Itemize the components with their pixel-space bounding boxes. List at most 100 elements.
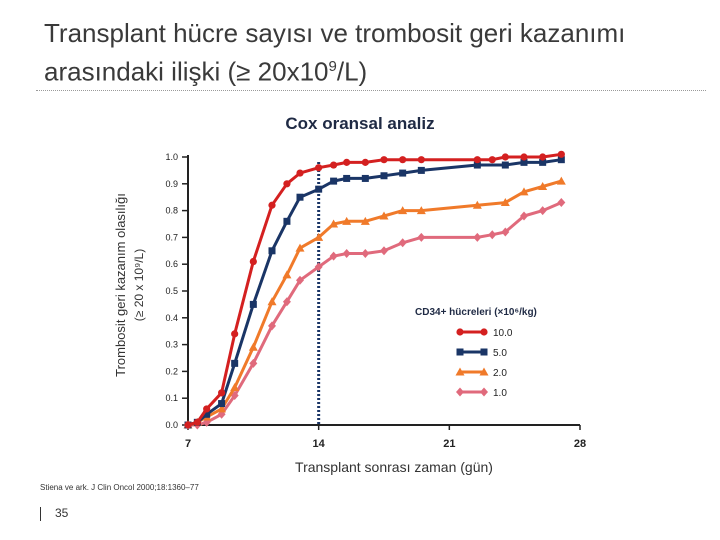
y-tick-label: 0.1 (165, 393, 178, 403)
data-point-5-0 (520, 158, 528, 166)
data-point-5-0 (218, 400, 226, 408)
legend-marker-1-0 (480, 387, 488, 397)
y-tick-label: 0.0 (165, 420, 178, 430)
series-line-10-0 (187, 152, 562, 427)
data-point-10-0 (361, 158, 369, 166)
data-point-5-0 (231, 359, 239, 367)
data-point-10-0 (343, 158, 351, 166)
data-point-5-0 (473, 161, 481, 169)
data-point-2-0 (416, 206, 426, 215)
title-line-2: arasındaki ilişki (≥ 20x109/L) (44, 50, 704, 89)
title-divider (36, 90, 706, 91)
title-line-2-prefix: arasındaki ilişki (≥ 20x10 (44, 56, 329, 87)
data-point-1-0 (538, 206, 547, 216)
legend-marker-5-0 (456, 348, 464, 356)
data-point-10-0 (380, 156, 388, 164)
data-point-10-0 (501, 153, 509, 161)
x-tick-label: 28 (574, 438, 586, 450)
data-point-5-0 (343, 174, 351, 182)
data-point-5-0 (268, 247, 276, 255)
y-axis-label-line1: Trombosit geri kazanım olasılığı (113, 193, 128, 377)
data-point-10-0 (520, 153, 528, 161)
data-point-1-0 (249, 358, 258, 368)
data-point-5-0 (283, 217, 291, 225)
legend-label-10-0: 10.0 (493, 328, 513, 339)
data-point-5-0 (361, 174, 369, 182)
x-axis-label: Transplant sonrası zaman (gün) (295, 459, 493, 475)
data-point-1-0 (557, 198, 566, 208)
data-point-10-0 (315, 164, 323, 172)
data-point-2-0 (267, 297, 277, 306)
data-point-10-0 (268, 201, 276, 209)
data-point-5-0 (203, 410, 211, 418)
data-point-1-0 (520, 211, 528, 221)
data-point-5-0 (330, 177, 338, 185)
data-point-2-0 (519, 187, 529, 196)
data-point-5-0 (557, 156, 565, 164)
data-point-1-0 (501, 227, 510, 237)
title-line-2-suffix: /L) (336, 56, 368, 87)
data-point-2-0 (282, 270, 292, 279)
data-point-2-0 (248, 342, 258, 351)
data-point-2-0 (342, 216, 352, 225)
legend-marker-2-0 (479, 367, 489, 376)
data-point-2-0 (379, 211, 389, 220)
data-point-10-0 (473, 156, 481, 164)
data-point-1-0 (329, 251, 338, 261)
page-number: 35 (55, 506, 69, 520)
data-point-10-0 (184, 421, 192, 429)
citation: Stiena ve ark. J Clin Oncol 2000;18:1360… (40, 483, 199, 492)
data-point-1-0 (268, 321, 276, 331)
data-point-5-0 (315, 185, 323, 193)
data-point-1-0 (380, 246, 388, 256)
data-point-2-0 (360, 216, 370, 225)
y-tick-label: 0.3 (165, 340, 178, 350)
data-point-10-0 (399, 156, 407, 164)
data-point-1-0 (473, 232, 482, 242)
footer-divider (40, 506, 41, 521)
data-point-2-0 (230, 382, 240, 391)
data-point-2-0 (217, 404, 227, 413)
data-point-10-0 (557, 150, 565, 158)
chart-subtitle: Cox oransal analiz (285, 114, 435, 133)
data-point-1-0 (314, 262, 323, 272)
data-point-10-0 (231, 330, 239, 338)
y-tick-label: 0.9 (165, 179, 178, 189)
data-point-5-0 (539, 158, 547, 166)
data-point-1-0 (296, 275, 304, 285)
x-tick-label: 14 (313, 438, 326, 450)
data-point-10-0 (203, 405, 211, 413)
data-point-10-0 (539, 153, 547, 161)
data-point-10-0 (296, 169, 304, 177)
data-point-1-0 (488, 230, 497, 240)
y-tick-label: 0.6 (165, 259, 178, 269)
legend-marker-10-0 (480, 328, 488, 336)
y-tick-label: 0.2 (165, 366, 178, 376)
data-point-10-0 (417, 156, 425, 164)
data-point-1-0 (398, 238, 407, 248)
data-point-2-0 (472, 200, 482, 209)
data-point-5-0 (399, 169, 407, 177)
slide-title: Transplant hücre sayısı ve trombosit ger… (44, 16, 704, 89)
title-line-1: Transplant hücre sayısı ve trombosit ger… (44, 18, 626, 48)
data-point-1-0 (342, 248, 351, 258)
data-point-5-0 (380, 172, 388, 180)
x-tick-label: 21 (443, 438, 455, 450)
data-point-2-0 (556, 176, 566, 185)
y-tick-label: 0.8 (165, 206, 178, 216)
y-tick-label: 1.0 (165, 152, 178, 162)
data-point-2-0 (398, 206, 408, 215)
legend-label-5-0: 5.0 (493, 348, 507, 359)
data-point-2-0 (500, 198, 510, 207)
slide-footer: 35 (40, 506, 68, 521)
data-point-10-0 (488, 156, 496, 164)
y-tick-label: 0.4 (165, 313, 178, 323)
y-axis-label-line2: (≥ 20 x 10⁹/L) (132, 249, 146, 321)
legend-label-2-0: 2.0 (493, 368, 507, 379)
legend-marker-2-0 (455, 367, 465, 376)
data-point-1-0 (417, 232, 426, 242)
title-superscript: 9 (328, 58, 337, 75)
legend-marker-10-0 (456, 328, 464, 336)
y-tick-label: 0.7 (165, 232, 178, 242)
